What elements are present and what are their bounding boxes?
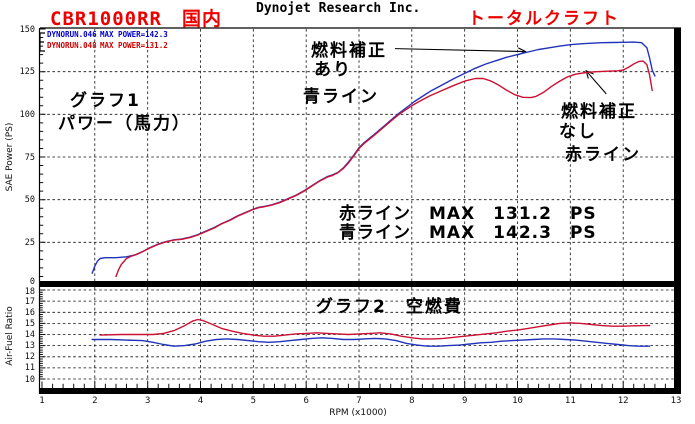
rpm-axis-title: RPM (x1000) bbox=[329, 408, 387, 418]
y-tick-label: 10 bbox=[24, 374, 35, 385]
y-tick-label: 150 bbox=[19, 24, 35, 35]
y-tick-label: 100 bbox=[19, 109, 35, 120]
y-tick-label: 13 bbox=[24, 341, 35, 352]
x-tick-label: 10 bbox=[512, 396, 523, 406]
y-tick-label: 50 bbox=[24, 195, 35, 206]
fuel-corr-off-label2: なし bbox=[559, 122, 597, 142]
y-tick-label: 0 bbox=[29, 276, 35, 287]
legend-max-power: MAX POWER=131.2 bbox=[100, 41, 168, 50]
x-tick-label: 4 bbox=[197, 396, 204, 406]
y-tick-label: 15 bbox=[24, 318, 35, 329]
y-tick-label: 11 bbox=[24, 363, 35, 374]
graph2-title: グラフ2 空燃費 bbox=[316, 297, 463, 317]
y-tick-label: 16 bbox=[24, 307, 35, 318]
y-tick-label: 12 bbox=[24, 352, 35, 363]
graph1-subtitle: パワー（馬力） bbox=[58, 114, 191, 134]
company-title: Dynojet Research Inc. bbox=[256, 1, 421, 16]
y-tick-label: 25 bbox=[24, 237, 35, 248]
shop-title: トータルクラフト bbox=[468, 9, 620, 29]
x-tick-label: 6 bbox=[303, 396, 309, 406]
x-tick-label: 8 bbox=[409, 396, 415, 406]
x-tick-label: 3 bbox=[144, 396, 151, 406]
y-tick-label: 17 bbox=[24, 296, 35, 307]
fuel-corr-off-label: 燃料補正 bbox=[561, 102, 637, 122]
legend-run-name: DYNORUN.048 bbox=[47, 41, 97, 50]
max-blue-readout: 青ライン MAX 142.3 PS bbox=[339, 223, 597, 243]
legend-row-blue: DYNORUN.046 MAX POWER=142.3 bbox=[0, 30, 300, 40]
y-tick-label: 18 bbox=[24, 286, 35, 297]
fuel-corr-on-label: 燃料補正 bbox=[311, 41, 387, 61]
x-tick-label: 1 bbox=[39, 396, 45, 406]
x-tick-label: 12 bbox=[617, 396, 629, 406]
fuel-corr-on-label2: あり bbox=[314, 60, 352, 80]
graph1-title: グラフ1 bbox=[70, 91, 141, 111]
x-tick-label: 7 bbox=[356, 396, 362, 406]
x-tick-label: 11 bbox=[564, 396, 576, 406]
legend-run-name: DYNORUN.046 bbox=[47, 30, 97, 39]
y-tick-label: 14 bbox=[24, 330, 35, 340]
bike-title: CBR1000RR 国内 bbox=[50, 8, 222, 30]
x-tick-label: 9 bbox=[461, 396, 468, 406]
x-tick-label: 2 bbox=[92, 396, 98, 406]
red-line-label: 赤ライン bbox=[565, 145, 641, 165]
legend-row-red: DYNORUN.048 MAX POWER=131.2 bbox=[0, 41, 300, 51]
x-tick-label: 13 bbox=[670, 396, 682, 406]
blue-line-label: 青ライン bbox=[303, 87, 379, 107]
y-tick-label: 125 bbox=[19, 67, 35, 78]
y-tick-label: 75 bbox=[24, 152, 35, 163]
max-red-readout: 赤ライン MAX 131.2 PS bbox=[339, 204, 597, 224]
x-tick-label: 5 bbox=[250, 396, 257, 406]
legend-max-power: MAX POWER=142.3 bbox=[100, 30, 168, 39]
